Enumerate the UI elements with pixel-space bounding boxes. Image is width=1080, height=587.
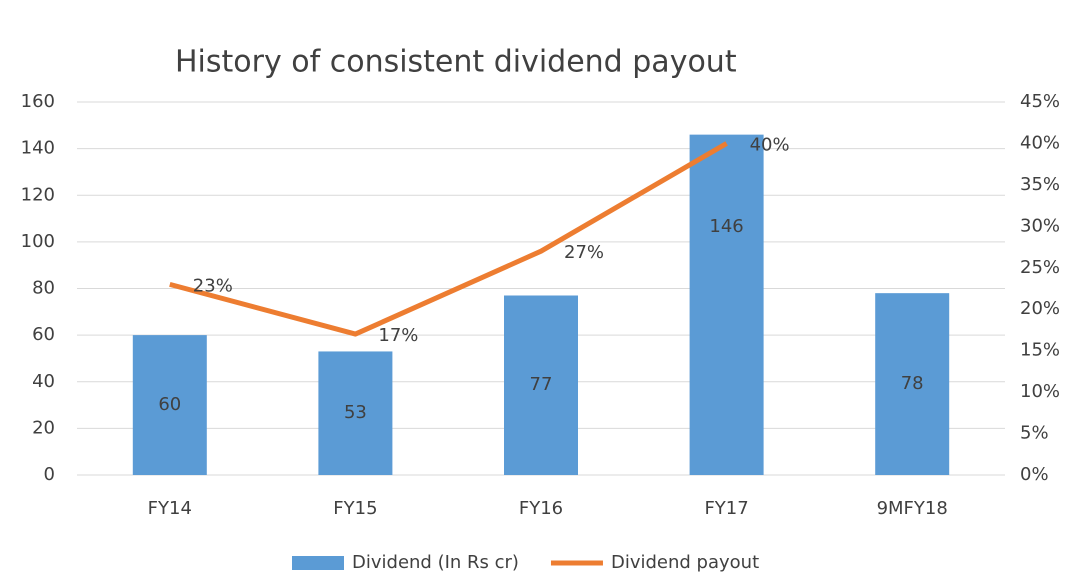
x-tick-label: FY15	[333, 498, 377, 519]
y-tick-label: 160	[21, 91, 55, 112]
y-tick-label: 60	[32, 324, 55, 345]
y2-tick-label: 45%	[1020, 91, 1060, 112]
legend-label: Dividend (In Rs cr)	[352, 552, 519, 573]
bar-value-label: 146	[709, 216, 743, 237]
x-tick-label: FY16	[519, 498, 563, 519]
x-tick-label: 9MFY18	[877, 498, 948, 519]
legend-swatch	[292, 556, 344, 570]
y2-tick-label: 40%	[1020, 132, 1060, 153]
line-value-label: 40%	[750, 134, 790, 155]
bar-value-label: 78	[901, 373, 924, 394]
y-tick-label: 0	[44, 464, 55, 485]
bar-value-label: 53	[344, 402, 367, 423]
y2-tick-label: 0%	[1020, 464, 1049, 485]
legend-label: Dividend payout	[611, 552, 759, 573]
y2-tick-label: 20%	[1020, 298, 1060, 319]
bar	[132, 335, 207, 475]
line-value-label: 23%	[193, 275, 233, 296]
bar	[875, 293, 950, 475]
bar	[689, 134, 764, 475]
bar	[318, 351, 393, 475]
x-tick-label: FY17	[704, 498, 748, 519]
bar-value-label: 77	[530, 374, 553, 395]
y2-tick-label: 35%	[1020, 174, 1060, 195]
y2-tick-label: 5%	[1020, 423, 1049, 444]
y2-tick-label: 10%	[1020, 381, 1060, 402]
y-tick-label: 40	[32, 371, 55, 392]
y-tick-label: 20	[32, 417, 55, 438]
bar	[504, 295, 578, 475]
y-tick-label: 100	[21, 231, 55, 252]
bar-value-label: 60	[158, 394, 181, 415]
y-tick-label: 80	[32, 278, 55, 299]
y2-tick-label: 30%	[1020, 215, 1060, 236]
y-tick-label: 120	[21, 184, 55, 205]
x-tick-label: FY14	[148, 498, 192, 519]
chart-title: History of consistent dividend payout	[175, 45, 737, 80]
line	[169, 141, 728, 337]
line-value-label: 17%	[378, 325, 418, 346]
y-tick-label: 140	[21, 138, 55, 159]
y2-tick-label: 15%	[1020, 340, 1060, 361]
y2-tick-label: 25%	[1020, 257, 1060, 278]
line-value-label: 27%	[564, 242, 604, 263]
